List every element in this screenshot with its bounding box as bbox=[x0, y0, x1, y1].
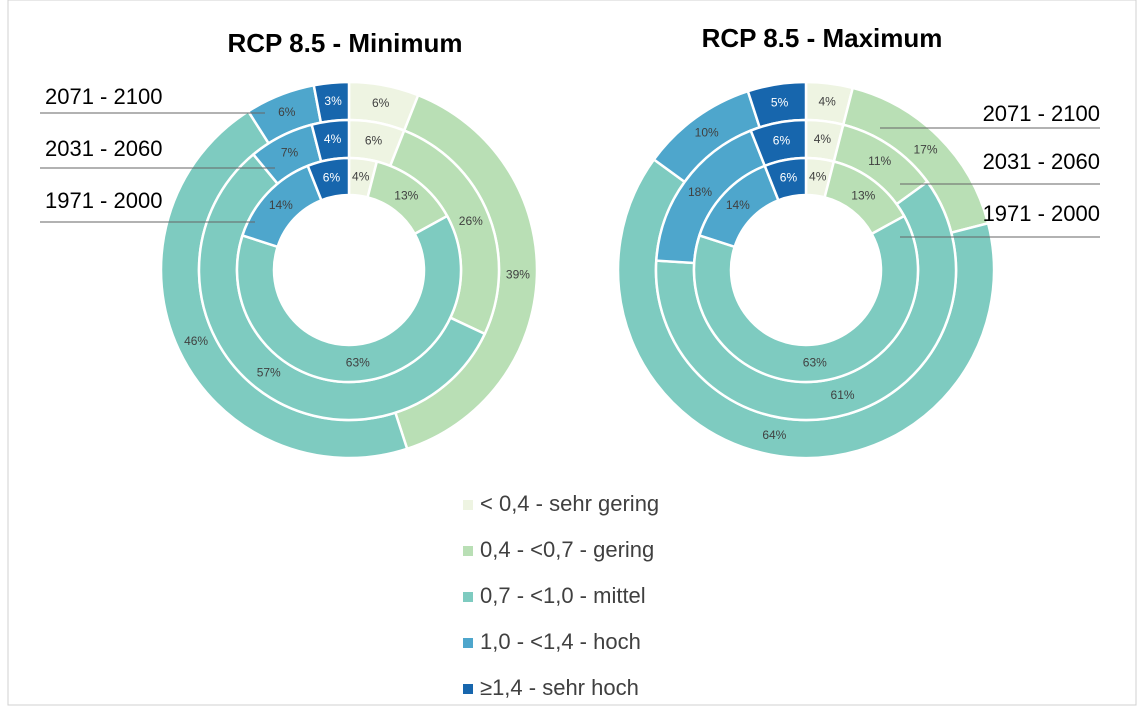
legend-label: 0,4 - <0,7 - gering bbox=[480, 537, 654, 562]
value-label: 6% bbox=[773, 133, 791, 147]
value-label: 63% bbox=[803, 355, 827, 369]
ring-label: 2031 - 2060 bbox=[983, 149, 1100, 174]
value-label: 4% bbox=[819, 95, 837, 109]
ring-label: 1971 - 2000 bbox=[45, 188, 162, 213]
value-label: 26% bbox=[459, 214, 483, 228]
legend-swatch bbox=[463, 684, 473, 694]
value-label: 11% bbox=[868, 154, 891, 168]
legend-swatch bbox=[463, 546, 473, 556]
value-label: 4% bbox=[324, 132, 342, 146]
frame bbox=[7, 0, 1137, 706]
value-label: 39% bbox=[506, 267, 530, 281]
value-label: 6% bbox=[323, 170, 341, 184]
value-label: 14% bbox=[726, 198, 750, 212]
ring-segment bbox=[763, 156, 808, 202]
value-label: 6% bbox=[780, 170, 798, 184]
value-label: 61% bbox=[831, 388, 855, 402]
ring-segment bbox=[692, 214, 920, 384]
value-label: 10% bbox=[695, 125, 719, 139]
value-label: 4% bbox=[352, 169, 370, 183]
value-label: 4% bbox=[814, 132, 832, 146]
ring-label: 1971 - 2000 bbox=[983, 201, 1100, 226]
legend-label: < 0,4 - sehr gering bbox=[480, 491, 659, 516]
value-label: 5% bbox=[771, 95, 789, 109]
legend-swatch bbox=[463, 592, 473, 602]
ring-label: 2071 - 2100 bbox=[983, 101, 1100, 126]
value-label: 18% bbox=[688, 185, 712, 199]
value-label: 13% bbox=[394, 188, 418, 202]
value-label: 3% bbox=[324, 94, 342, 108]
value-label: 7% bbox=[281, 145, 299, 159]
legend-label: ≥1,4 - sehr hoch bbox=[480, 675, 639, 700]
value-label: 14% bbox=[269, 198, 293, 212]
value-label: 13% bbox=[851, 188, 875, 202]
value-label: 4% bbox=[809, 169, 827, 183]
legend-label: 1,0 - <1,4 - hoch bbox=[480, 629, 641, 654]
value-label: 6% bbox=[278, 105, 296, 119]
ring-segment bbox=[306, 156, 351, 202]
legend-label: 0,7 - <1,0 - mittel bbox=[480, 583, 646, 608]
ring-label: 2031 - 2060 bbox=[45, 136, 162, 161]
value-label: 17% bbox=[913, 143, 937, 157]
value-label: 6% bbox=[372, 96, 390, 110]
legend-swatch bbox=[463, 638, 473, 648]
chart-title: RCP 8.5 - Minimum bbox=[227, 28, 462, 58]
value-label: 63% bbox=[346, 355, 370, 369]
legend-swatch bbox=[463, 500, 473, 510]
value-label: 6% bbox=[365, 133, 383, 147]
ring-label: 2071 - 2100 bbox=[45, 84, 162, 109]
value-label: 64% bbox=[762, 428, 786, 442]
ring-segment bbox=[235, 214, 463, 384]
value-label: 46% bbox=[184, 334, 208, 348]
value-label: 57% bbox=[257, 366, 281, 380]
chart-title: RCP 8.5 - Maximum bbox=[702, 23, 943, 53]
